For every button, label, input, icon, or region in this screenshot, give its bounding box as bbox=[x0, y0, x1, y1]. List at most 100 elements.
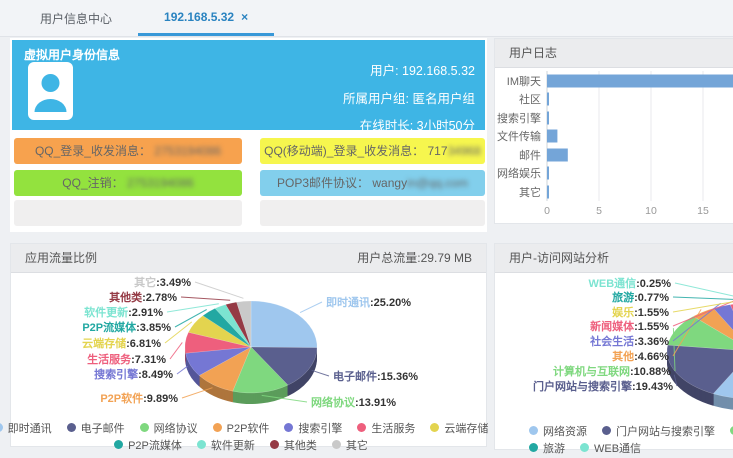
pie-slice[interactable] bbox=[667, 316, 733, 351]
legend-item[interactable]: 网络协议 bbox=[139, 420, 198, 436]
legend-dot-icon bbox=[529, 443, 538, 452]
label-leader-line bbox=[672, 328, 676, 372]
bar-category-label: IM聊天 bbox=[507, 74, 541, 88]
legend-label: 生活服务 bbox=[371, 422, 416, 435]
x-axis-tick: 0 bbox=[544, 205, 550, 217]
badge-redacted-value: in@qq.com bbox=[407, 176, 468, 190]
pie-slice[interactable] bbox=[188, 315, 252, 348]
pie-slice[interactable] bbox=[198, 346, 252, 392]
user-log-title: 用户日志 bbox=[509, 46, 558, 60]
legend-item[interactable]: 门户网站与搜索引擎 bbox=[602, 423, 715, 439]
pie-slice[interactable] bbox=[250, 346, 318, 386]
pie-label: WEB通信:0.25% bbox=[588, 276, 671, 290]
legend-dot-icon bbox=[357, 423, 367, 432]
pie-label: 其他:4.66% bbox=[612, 349, 669, 363]
panel-user-log: 用户日志 0 5 10 15 IM聊天 社区 搜索引擎 文件传输 邮件 网络娱乐 其它 bbox=[494, 38, 733, 224]
label-leader-line bbox=[311, 369, 330, 377]
pie-slice[interactable] bbox=[214, 304, 252, 348]
identity-user: 用户: 192.168.5.32 bbox=[370, 64, 475, 78]
pie-slice[interactable] bbox=[202, 308, 252, 348]
pie-label: 门户网站与搜索引擎:19.43% bbox=[533, 379, 673, 393]
label-leader-line bbox=[176, 365, 188, 375]
bar[interactable] bbox=[547, 129, 558, 143]
identity-badge bbox=[14, 200, 242, 226]
pie-slice[interactable] bbox=[232, 346, 289, 394]
x-axis-tick: 10 bbox=[645, 205, 657, 217]
website-pie-chart: 网络资源:57.55%门户网站与搜索引擎:19.43%计算机与互联网:10.88… bbox=[533, 276, 733, 410]
tab-close-icon[interactable]: × bbox=[241, 9, 249, 24]
legend-dot-icon bbox=[580, 443, 589, 452]
pie-label: 新闻媒体:1.55% bbox=[590, 319, 669, 333]
pie-slice[interactable] bbox=[250, 300, 318, 348]
label-leader-line bbox=[672, 301, 733, 313]
bar[interactable] bbox=[547, 166, 549, 180]
label-leader-line bbox=[169, 342, 183, 360]
legend-item[interactable]: P2P流媒体 bbox=[114, 437, 182, 453]
bar[interactable] bbox=[547, 185, 549, 199]
bar[interactable] bbox=[547, 148, 568, 162]
legend-dot-icon bbox=[430, 423, 440, 432]
legend-dot-icon bbox=[139, 423, 149, 432]
pie-label: 即时通讯:25.20% bbox=[326, 295, 411, 309]
label-leader-line bbox=[674, 282, 733, 297]
pie-label: 计算机与互联网:10.88% bbox=[553, 364, 671, 378]
pie-label: 网络协议:13.91% bbox=[311, 395, 396, 409]
pie-slice[interactable] bbox=[185, 346, 252, 376]
legend-dot-icon bbox=[269, 440, 279, 449]
pie-label: 搜索引擎:8.49% bbox=[94, 367, 173, 381]
legend-item[interactable]: 软件更新 bbox=[196, 437, 255, 453]
badge-label: QQ_注销： bbox=[62, 176, 127, 190]
legend-label: P2P流媒体 bbox=[128, 439, 182, 452]
bar[interactable] bbox=[547, 74, 733, 88]
legend-label: 云端存储 bbox=[444, 422, 489, 435]
legend-label: 旅游 bbox=[543, 442, 565, 455]
label-leader-line bbox=[194, 281, 244, 299]
legend-label: P2P软件 bbox=[226, 422, 270, 435]
pie-label: 社会生活:3.36% bbox=[589, 334, 669, 348]
legend-item[interactable]: 云端存储 bbox=[430, 420, 488, 436]
website-legend: 网络资源门户网站与搜索引擎计算机与互联网其他社会生活新闻媒体娱乐旅游WEB通信 bbox=[495, 423, 733, 457]
pie-slice[interactable] bbox=[225, 301, 252, 348]
identity-badge: POP3邮件协议： wangyin@qq.com bbox=[260, 170, 485, 196]
x-axis-tick: 5 bbox=[596, 205, 602, 217]
tab-ip-192-168-5-32[interactable]: 192.168.5.32 × bbox=[138, 0, 275, 36]
pie-slice[interactable] bbox=[184, 332, 252, 354]
pie-label: 电子邮件:15.36% bbox=[333, 369, 418, 383]
pie-label: 生活服务:7.31% bbox=[87, 352, 166, 366]
legend-item[interactable]: 网络资源 bbox=[529, 423, 587, 439]
legend-item[interactable]: 即时通讯 bbox=[0, 420, 52, 436]
legend-item[interactable]: 其它 bbox=[331, 437, 368, 453]
legend-dot-icon bbox=[66, 423, 76, 432]
badge-redacted-value: 2753194086 bbox=[126, 176, 194, 190]
legend-item[interactable]: 计算机与互联网 bbox=[730, 423, 733, 439]
bar-category-label: 社区 bbox=[519, 92, 541, 106]
bar[interactable] bbox=[547, 111, 549, 125]
pie-label: 云端存储:6.81% bbox=[82, 336, 161, 350]
legend-item[interactable]: 生活服务 bbox=[357, 420, 415, 436]
bar-category-label: 其它 bbox=[519, 185, 541, 199]
legend-item[interactable]: 其他类 bbox=[269, 437, 317, 453]
legend-dot-icon bbox=[284, 423, 294, 432]
bar[interactable] bbox=[547, 92, 549, 106]
legend-item[interactable]: 搜索引擎 bbox=[284, 420, 342, 436]
pie-slice[interactable] bbox=[729, 303, 733, 351]
identity-badge: QQ(移动端)_登录_收发消息： 71734968 bbox=[260, 138, 485, 164]
identity-badge: QQ_登录_收发消息： 2753194086 bbox=[14, 138, 242, 164]
legend-label: 其它 bbox=[345, 439, 368, 452]
legend-item[interactable]: P2P软件 bbox=[212, 420, 270, 436]
label-leader-line bbox=[672, 300, 733, 327]
pie-slice[interactable] bbox=[666, 344, 733, 394]
pie-label: 其他类:2.78% bbox=[109, 290, 177, 304]
pie-slice[interactable] bbox=[236, 300, 252, 348]
legend-item[interactable]: WEB通信 bbox=[580, 440, 641, 456]
legend-item[interactable]: 电子邮件 bbox=[66, 420, 125, 436]
pie-slice[interactable] bbox=[692, 307, 733, 351]
legend-item[interactable]: 旅游 bbox=[529, 440, 565, 456]
legend-dot-icon bbox=[730, 426, 733, 435]
tab-user-info-center[interactable]: 用户信息中心 bbox=[14, 0, 138, 36]
panel-app-flow-ratio: 应用流量比例 用户总流量:29.79 MB 即时通讯:25.20% 电子邮件:15… bbox=[0, 243, 488, 452]
pie-slice[interactable] bbox=[712, 303, 733, 399]
legend-label: 电子邮件 bbox=[80, 422, 125, 435]
label-leader-line bbox=[673, 374, 678, 387]
